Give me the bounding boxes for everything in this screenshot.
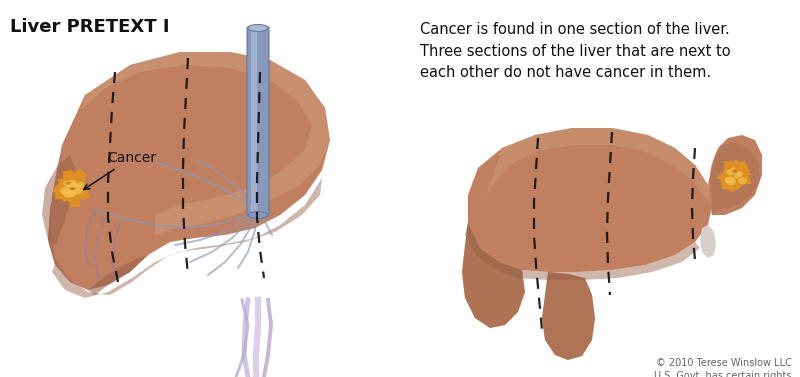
- Polygon shape: [542, 272, 595, 360]
- Polygon shape: [48, 52, 330, 290]
- Ellipse shape: [66, 182, 70, 185]
- Ellipse shape: [65, 181, 75, 188]
- Ellipse shape: [248, 25, 268, 32]
- Ellipse shape: [732, 171, 734, 172]
- Polygon shape: [48, 155, 322, 298]
- Polygon shape: [82, 52, 330, 235]
- Ellipse shape: [66, 180, 77, 187]
- Polygon shape: [462, 222, 525, 328]
- Ellipse shape: [72, 184, 82, 191]
- Ellipse shape: [62, 181, 68, 185]
- Ellipse shape: [726, 169, 734, 175]
- Ellipse shape: [76, 182, 85, 188]
- Bar: [251, 30, 257, 213]
- Ellipse shape: [72, 187, 82, 195]
- Ellipse shape: [70, 187, 74, 190]
- Text: © 2010 Terese Winslow LLC
U.S. Govt. has certain rights: © 2010 Terese Winslow LLC U.S. Govt. has…: [654, 358, 792, 377]
- Ellipse shape: [66, 189, 76, 197]
- Polygon shape: [42, 155, 75, 245]
- Ellipse shape: [726, 178, 736, 185]
- Polygon shape: [700, 225, 716, 258]
- Ellipse shape: [734, 170, 738, 173]
- Ellipse shape: [733, 169, 736, 172]
- Polygon shape: [708, 135, 762, 215]
- Text: Liver PRETEXT I: Liver PRETEXT I: [10, 18, 170, 36]
- Polygon shape: [542, 272, 595, 360]
- Polygon shape: [462, 222, 525, 328]
- Text: Cancer: Cancer: [84, 151, 156, 190]
- Ellipse shape: [60, 187, 71, 195]
- Ellipse shape: [62, 189, 74, 198]
- Ellipse shape: [734, 171, 742, 177]
- Ellipse shape: [735, 172, 742, 176]
- Ellipse shape: [730, 167, 735, 171]
- Polygon shape: [465, 222, 700, 280]
- Ellipse shape: [725, 176, 734, 184]
- Ellipse shape: [734, 175, 738, 179]
- Polygon shape: [708, 142, 760, 225]
- Ellipse shape: [248, 211, 268, 219]
- Polygon shape: [88, 255, 148, 295]
- Polygon shape: [485, 128, 710, 202]
- Polygon shape: [468, 128, 712, 272]
- FancyBboxPatch shape: [247, 27, 269, 216]
- Ellipse shape: [68, 181, 71, 184]
- Ellipse shape: [68, 181, 74, 185]
- Ellipse shape: [72, 187, 75, 190]
- Polygon shape: [53, 169, 91, 207]
- Text: Cancer is found in one section of the liver.
Three sections of the liver that ar: Cancer is found in one section of the li…: [420, 22, 730, 80]
- Ellipse shape: [738, 178, 747, 184]
- Ellipse shape: [725, 178, 732, 183]
- Polygon shape: [717, 159, 752, 192]
